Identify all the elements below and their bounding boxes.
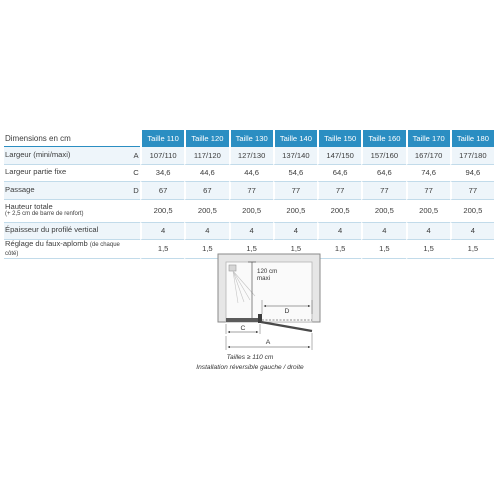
row-label: Réglage du faux-aplomb (de chaque côté): [4, 239, 132, 259]
table-cell: 137/140: [272, 147, 317, 165]
row-label-note: (de chaque côté): [5, 242, 120, 257]
table-cell: 44,6: [184, 164, 229, 182]
table-cell: 77: [228, 182, 273, 200]
shower-head-icon: [228, 264, 256, 304]
table-cell: 54,6: [272, 164, 317, 182]
size-header: Taille 120: [184, 130, 229, 147]
table-cell: 77: [317, 182, 362, 200]
row-letter: [132, 240, 140, 259]
table-cell: 64,6: [361, 164, 406, 182]
height-label: 120 cm: [257, 268, 277, 275]
dimension-a-label: A: [266, 339, 271, 346]
size-header: Taille 160: [361, 130, 406, 147]
table-cell: 127/130: [228, 147, 273, 165]
row-letter: C: [132, 164, 140, 182]
table-cell: 200,5: [228, 199, 273, 223]
table-cell: 1,5: [140, 240, 185, 259]
table-cell: 107/110: [140, 147, 185, 165]
table-cell: 34,6: [140, 164, 185, 182]
table-cell: 64,6: [317, 164, 362, 182]
table-cell: 200,5: [184, 199, 229, 223]
row-label: Largeur partie fixe: [4, 164, 132, 182]
table-cell: 4: [184, 222, 229, 240]
table-cell: 147/150: [317, 147, 362, 165]
dimensions-table: Dimensions en cm Taille 110 Taille 120 T…: [4, 130, 494, 259]
table-cell: 167/170: [405, 147, 450, 165]
row-letter: D: [132, 182, 140, 200]
row-label: Largeur (mini/maxi): [4, 147, 132, 165]
table-cell: 44,6: [228, 164, 273, 182]
table-header-row: Dimensions en cm Taille 110 Taille 120 T…: [4, 130, 494, 147]
table-cell: 157/160: [361, 147, 406, 165]
table-cell: 200,5: [140, 199, 185, 223]
fixed-glass-panel: [226, 314, 262, 323]
row-label-note: (+ 2,5 cm de barre de renfort): [5, 211, 84, 218]
table-row: Épaisseur du profilé vertical 4 4 4 4 4 …: [4, 222, 494, 240]
table-cell: 200,5: [449, 199, 494, 223]
table-cell: 4: [405, 222, 450, 240]
row-letter: [132, 222, 140, 240]
table-cell: 77: [361, 182, 406, 200]
dimension-d-label: D: [285, 308, 290, 315]
table-cell: 4: [449, 222, 494, 240]
table-cell: 4: [361, 222, 406, 240]
diagram-caption-sizes: Tailles ≥ 110 cm: [226, 354, 274, 361]
table-cell: 200,5: [361, 199, 406, 223]
row-label: Hauteur totale (+ 2,5 cm de barre de ren…: [4, 199, 132, 223]
dimension-d: [261, 300, 313, 314]
table-cell: 1,5: [361, 240, 406, 259]
hinged-door: [260, 320, 313, 333]
size-header: Taille 150: [317, 130, 362, 147]
table-cell: 77: [449, 182, 494, 200]
row-label: Passage: [4, 182, 132, 200]
letter-header: [132, 130, 140, 147]
table-cell: 77: [405, 182, 450, 200]
dimension-c-label: C: [241, 325, 246, 332]
table-cell: 1,5: [449, 240, 494, 259]
table-row: Réglage du faux-aplomb (de chaque côté) …: [4, 239, 494, 259]
size-header: Taille 140: [272, 130, 317, 147]
enclosure-walls: [217, 253, 321, 323]
table-cell: 200,5: [317, 199, 362, 223]
table-cell: 177/180: [449, 147, 494, 165]
table-cell: 4: [317, 222, 362, 240]
table-cell: 67: [140, 182, 185, 200]
table-cell: 117/120: [184, 147, 229, 165]
table-cell: 4: [272, 222, 317, 240]
height-indicator: [248, 261, 256, 320]
dimension-c: [225, 324, 261, 334]
size-header: Taille 110: [140, 130, 185, 147]
table-cell: 200,5: [272, 199, 317, 223]
table-row: Hauteur totale (+ 2,5 cm de barre de ren…: [4, 199, 494, 223]
table-cell: 77: [272, 182, 317, 200]
table-cell: 67: [184, 182, 229, 200]
row-label: Épaisseur du profilé vertical: [4, 222, 132, 240]
table-cell: 94,6: [449, 164, 494, 182]
table-cell: 1,5: [405, 240, 450, 259]
height-label-note: maxi: [257, 275, 270, 282]
table-cell: 4: [140, 222, 185, 240]
row-letter: A: [132, 147, 140, 165]
table-cell: 200,5: [405, 199, 450, 223]
table-cell: 74,6: [405, 164, 450, 182]
row-letter: [132, 199, 140, 223]
table-cell: 1,5: [184, 240, 229, 259]
row-label-text: Réglage du faux-aplomb: [5, 239, 88, 248]
size-header: Taille 130: [228, 130, 273, 147]
table-row: Largeur partie fixe C 34,6 44,6 44,6 54,…: [4, 164, 494, 182]
diagram-caption-installation: Installation réversible gauche / droite: [196, 364, 304, 371]
dimension-a: [225, 333, 313, 350]
row-label-text: Hauteur totale: [5, 201, 53, 211]
table-row: Passage D 67 67 77 77 77 77 77 77: [4, 182, 494, 200]
size-header: Taille 180: [449, 130, 494, 147]
size-header: Taille 170: [405, 130, 450, 147]
table-row: Largeur (mini/maxi) A 107/110 117/120 12…: [4, 147, 494, 165]
dimensions-unit-label: Dimensions en cm: [4, 130, 132, 147]
table-cell: 4: [228, 222, 273, 240]
table-cell: 1,5: [317, 240, 362, 259]
